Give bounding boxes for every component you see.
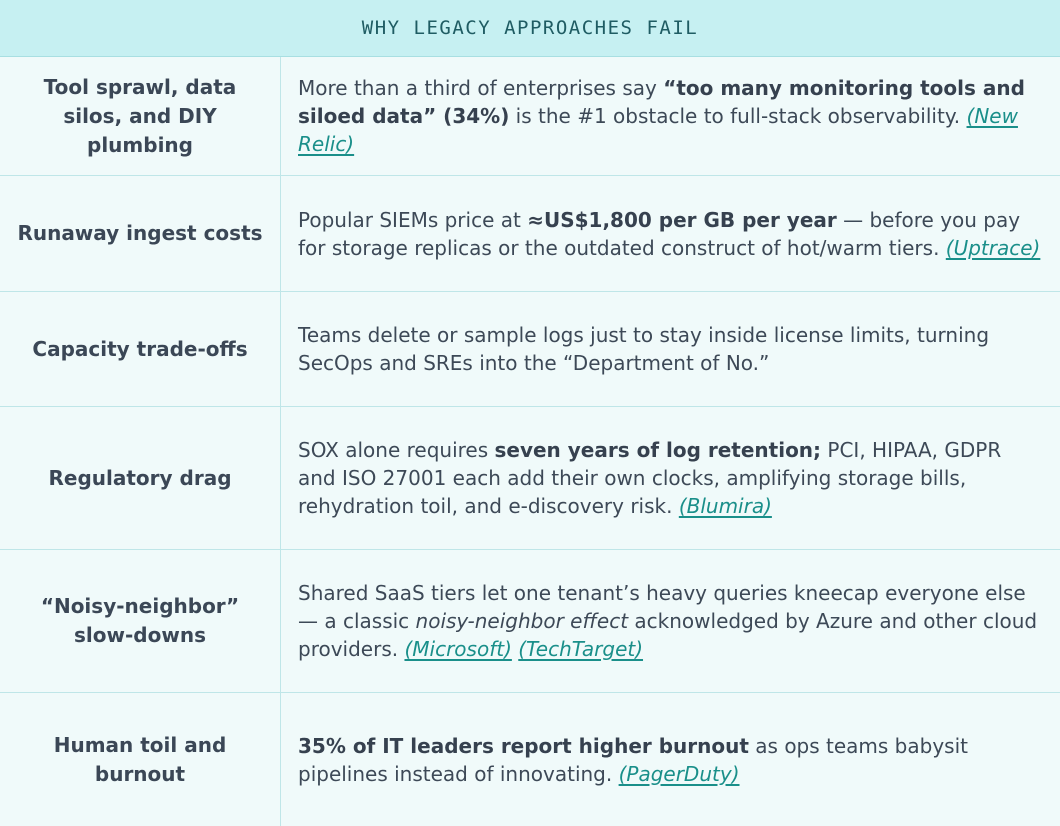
table-row: “Noisy-neighbor” slow-downs Shared SaaS … (0, 550, 1060, 693)
table-row: Regulatory drag SOX alone requires seven… (0, 407, 1060, 550)
row-label: Capacity trade-offs (0, 292, 281, 406)
row-description: Teams delete or sample logs just to stay… (281, 292, 1060, 406)
row-description: SOX alone requires seven years of log re… (281, 407, 1060, 549)
highlight-stat: ≈US$1,800 per GB per year (527, 208, 837, 232)
emphasis-term: noisy-neighbor effect (416, 609, 629, 633)
row-description: 35% of IT leaders report higher burnout … (281, 693, 1060, 826)
row-description: Popular SIEMs price at ≈US$1,800 per GB … (281, 176, 1060, 291)
table-row: Tool sprawl, data silos, and DIY plumbin… (0, 57, 1060, 176)
row-label: Runaway ingest costs (0, 176, 281, 291)
source-link-techtarget[interactable]: (TechTarget) (518, 637, 643, 661)
legacy-approaches-table: WHY LEGACY APPROACHES FAIL Tool sprawl, … (0, 0, 1060, 820)
row-label: “Noisy-neighbor” slow-downs (0, 550, 281, 692)
highlight-stat: seven years of log retention; (494, 438, 821, 462)
table-title: WHY LEGACY APPROACHES FAIL (0, 0, 1060, 57)
table-row: Human toil and burnout 35% of IT leaders… (0, 693, 1060, 826)
highlight-stat: 35% of IT leaders report higher burnout (298, 734, 749, 758)
table-row: Runaway ingest costs Popular SIEMs price… (0, 176, 1060, 292)
source-link-blumira[interactable]: (Blumira) (679, 494, 772, 518)
row-description: More than a third of enterprises say “to… (281, 57, 1060, 175)
row-label: Tool sprawl, data silos, and DIY plumbin… (0, 57, 281, 175)
source-link-uptrace[interactable]: (Uptrace) (946, 236, 1041, 260)
source-link-pagerduty[interactable]: (PagerDuty) (619, 762, 740, 786)
row-label: Regulatory drag (0, 407, 281, 549)
table-row: Capacity trade-offs Teams delete or samp… (0, 292, 1060, 407)
source-link-microsoft[interactable]: (Microsoft) (404, 637, 511, 661)
row-label: Human toil and burnout (0, 693, 281, 826)
row-description: Shared SaaS tiers let one tenant’s heavy… (281, 550, 1060, 692)
